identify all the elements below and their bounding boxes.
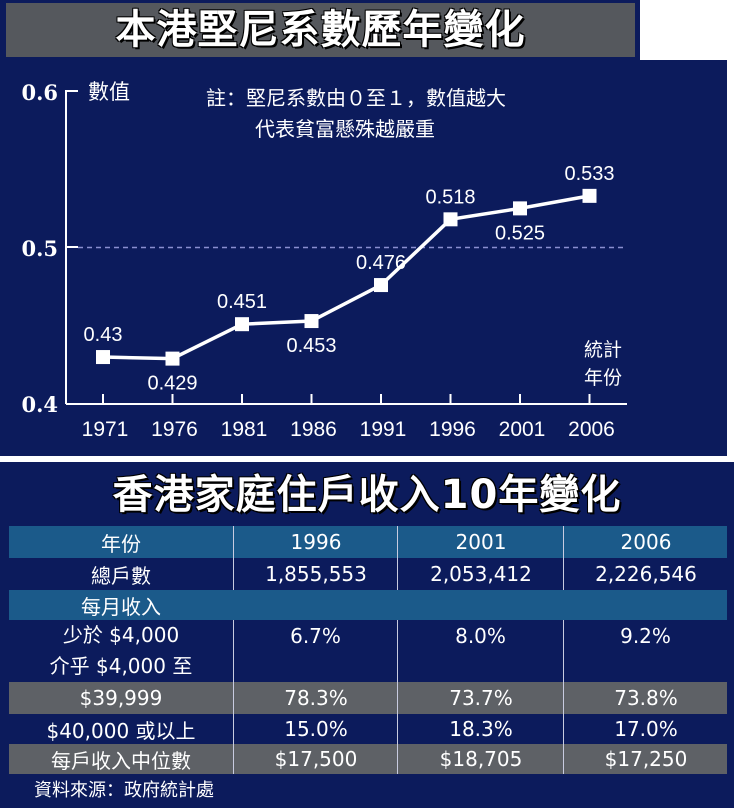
table-cell: $17,250 — [563, 744, 728, 774]
table-row: 總戶數 1,855,553 2,053,412 2,226,546 — [9, 558, 727, 590]
y-axis-label: 數值 — [88, 80, 130, 104]
data-label: 0.429 — [147, 373, 197, 395]
data-point-marker — [304, 314, 319, 329]
x-tick-labels: 1971 1976 1981 1986 1991 1996 2001 2006 — [82, 418, 615, 441]
table-section-row: 每月收入 — [9, 590, 727, 620]
data-point-marker — [513, 201, 527, 216]
section-label: 每月收入 — [81, 594, 161, 619]
chart-note-line-2: 代表貧富懸殊越嚴重 — [255, 117, 435, 141]
x-ticks — [102, 394, 591, 404]
row-label: 少於 $4,000 — [62, 623, 180, 647]
chart-note-line-1: 註：堅尼系數由０至１，數值越大 — [206, 86, 506, 110]
table-cell: 17.0% — [563, 714, 728, 744]
x-tick-label: 2001 — [499, 418, 546, 441]
data-point-marker — [582, 188, 597, 203]
data-label: 0.453 — [286, 335, 336, 357]
table-cell: 15.0% — [233, 714, 398, 744]
x-tick-label: 1991 — [360, 418, 407, 441]
data-label: 0.533 — [564, 163, 614, 185]
table-cell: 18.3% — [397, 714, 564, 744]
x-tick-label: 1986 — [290, 418, 337, 441]
table-cell: 6.7% — [233, 620, 397, 682]
table-cell: 78.3% — [233, 682, 398, 714]
data-markers — [96, 188, 597, 366]
row-label: 介乎 $4,000 至 — [49, 654, 193, 678]
data-label: 0.525 — [495, 222, 545, 244]
table-cell: 1,855,553 — [233, 558, 398, 590]
x-axis-label-line-2: 年份 — [584, 367, 622, 389]
data-point-marker — [374, 278, 388, 293]
table-cell: 8.0% — [397, 620, 563, 682]
table-row: $40,000 或以上 15.0% 18.3% 17.0% — [9, 714, 727, 744]
data-label: 0.476 — [356, 252, 406, 274]
data-label: 0.518 — [425, 186, 475, 208]
x-tick-label: 1981 — [221, 418, 268, 441]
chart-title: 本港堅尼系數歷年變化 — [115, 7, 526, 53]
header-cell-year: 年份 — [101, 531, 141, 556]
table-row: $39,999 78.3% 73.7% 73.8% — [9, 682, 727, 714]
header-cell-2001: 2001 — [397, 526, 564, 558]
row-label: $40,000 或以上 — [46, 718, 196, 743]
y-tick-label: 0.5 — [21, 236, 58, 261]
table-cell: 2,226,546 — [563, 558, 728, 590]
header-cell-1996: 1996 — [233, 526, 398, 558]
row-label: $39,999 — [79, 686, 163, 710]
data-label: 0.43 — [84, 324, 123, 346]
table-header-row: 年份 1996 2001 2006 — [9, 526, 727, 558]
table-row: 每戶收入中位數 $17,500 $18,705 $17,250 — [9, 744, 727, 774]
row-label: 總戶數 — [91, 563, 151, 588]
table-cell: 73.8% — [563, 682, 728, 714]
table-cell: $17,500 — [233, 744, 398, 774]
table-cell: $18,705 — [397, 744, 564, 774]
gini-chart: 0.6 0.5 0.4 數值 註：堅尼系數由０至１，數值越大 代表貧富懸殊越嚴重… — [21, 80, 627, 441]
chart-panel — [0, 0, 727, 456]
table-row: 少於 $4,000 介乎 $4,000 至 6.7% 8.0% 9.2% — [9, 620, 727, 682]
table-cell: 2,053,412 — [397, 558, 564, 590]
row-label: 每戶收入中位數 — [51, 748, 191, 773]
table-cell: 73.7% — [397, 682, 564, 714]
source-note: 資料來源：政府統計處 — [34, 780, 214, 801]
data-labels: 0.43 0.429 0.451 0.453 0.476 0.518 0.525 0.533 — [84, 163, 615, 395]
x-axis-label-line-1: 統計 — [584, 339, 622, 361]
y-tick-label: 0.4 — [21, 392, 58, 417]
header-cell-2006: 2006 — [563, 526, 728, 558]
series-line — [102, 194, 590, 361]
y-tick-label: 0.6 — [21, 80, 58, 105]
table-title: 香港家庭住戶收入10年變化 — [112, 472, 622, 518]
data-point-marker — [443, 212, 458, 227]
chart-title-bar — [6, 3, 635, 57]
row-label-group: 少於 $4,000 介乎 $4,000 至 — [9, 620, 233, 682]
table-cell: 9.2% — [563, 620, 727, 682]
x-tick-label: 1971 — [82, 418, 129, 441]
x-tick-label: 2006 — [568, 418, 615, 441]
data-point-marker — [165, 351, 180, 366]
data-label: 0.451 — [217, 291, 267, 313]
data-point-marker — [235, 317, 249, 332]
title-strip-background — [640, 0, 727, 60]
data-point-marker — [96, 350, 110, 365]
x-tick-label: 1996 — [429, 418, 476, 441]
x-tick-label: 1976 — [151, 418, 198, 441]
